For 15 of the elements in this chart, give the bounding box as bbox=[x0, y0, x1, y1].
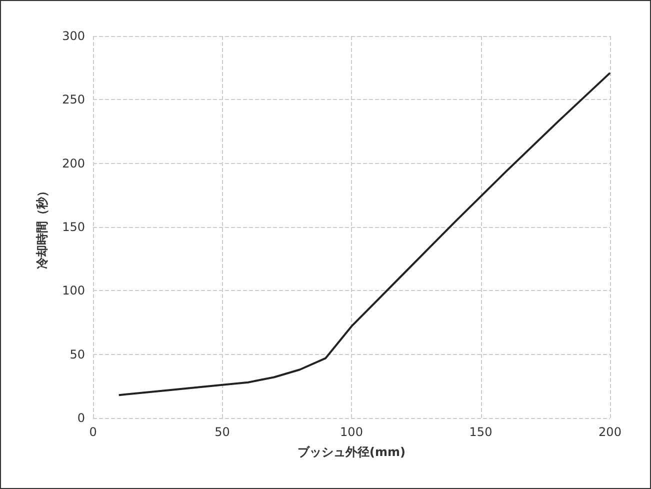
x-tick-label: 200 bbox=[598, 425, 622, 439]
x-tick-label: 150 bbox=[469, 425, 492, 439]
y-tick-label: 250 bbox=[62, 92, 85, 107]
x-tick-label: 100 bbox=[340, 425, 363, 439]
x-axis-title: ブッシュ外径(mm) bbox=[298, 445, 406, 459]
x-tick-label: 0 bbox=[89, 425, 97, 439]
y-tick-label: 50 bbox=[70, 347, 85, 362]
line-series bbox=[118, 72, 611, 396]
y-tick-label: 0 bbox=[77, 411, 85, 425]
y-tick-label: 100 bbox=[62, 284, 85, 298]
y-tick-label: 300 bbox=[62, 29, 85, 43]
y-axis-title: 冷却時間（秒） bbox=[35, 185, 49, 269]
y-tick-label: 150 bbox=[62, 220, 85, 234]
y-tick-label: 200 bbox=[62, 156, 85, 170]
x-tick-label: 50 bbox=[214, 425, 230, 439]
